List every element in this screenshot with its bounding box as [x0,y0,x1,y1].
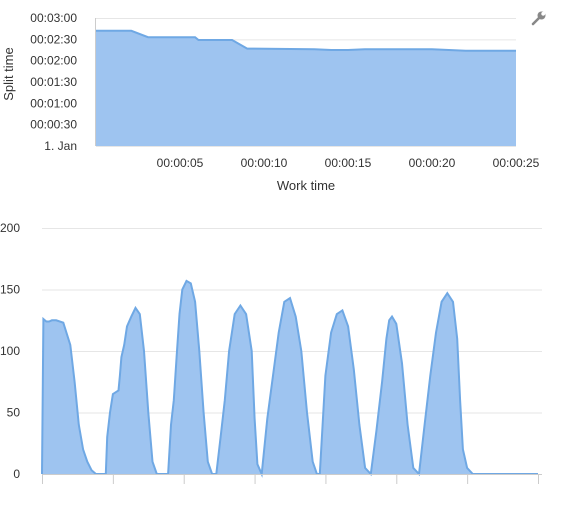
split-time-line [96,29,516,52]
top-x-tick-label: 00:00:10 [241,156,288,170]
top-y-tick-label: 00:02:30 [30,32,77,46]
y-axis-title: Split time [1,47,16,100]
split-time-area[interactable] [96,30,516,146]
bottom-y-tick-label: 50 [7,406,21,420]
bottom-x-ticks [42,474,539,484]
bottom-y-ticks: 0 50 100 150 200 [0,221,20,481]
top-x-tick-label: 00:00:15 [325,156,372,170]
top-y-tick-label: 1. Jan [44,139,77,153]
power-chart: 0 50 100 150 200 [0,221,542,484]
top-x-ticks: 00:00:05 00:00:10 00:00:15 00:00:20 00:00:25 [157,156,540,170]
top-y-tick-label: 00:00:30 [30,118,77,132]
top-y-ticks: 1. Jan 00:00:30 00:01:00 00:01:30 00:02:00 00… [30,11,77,153]
bottom-y-tick-label: 100 [0,344,20,358]
top-x-tick-label: 00:00:20 [409,156,456,170]
wrench-icon[interactable] [531,11,546,26]
top-y-tick-label: 00:03:00 [30,11,77,25]
top-y-tick-label: 00:02:00 [30,54,77,68]
top-y-tick-label: 00:01:30 [30,75,77,89]
split-time-chart: 1. Jan 00:00:30 00:01:00 00:01:30 00:02:00 00… [1,11,540,193]
top-x-tick-label: 00:00:25 [493,156,540,170]
bottom-y-tick-label: 200 [0,221,20,235]
power-line [41,279,538,478]
bottom-y-tick-label: 150 [0,283,20,297]
top-y-tick-label: 00:01:00 [30,96,77,110]
top-x-tick-label: 00:00:05 [157,156,204,170]
power-area[interactable] [42,280,538,474]
x-axis-title: Work time [277,178,335,193]
bottom-y-tick-label: 0 [13,467,20,481]
